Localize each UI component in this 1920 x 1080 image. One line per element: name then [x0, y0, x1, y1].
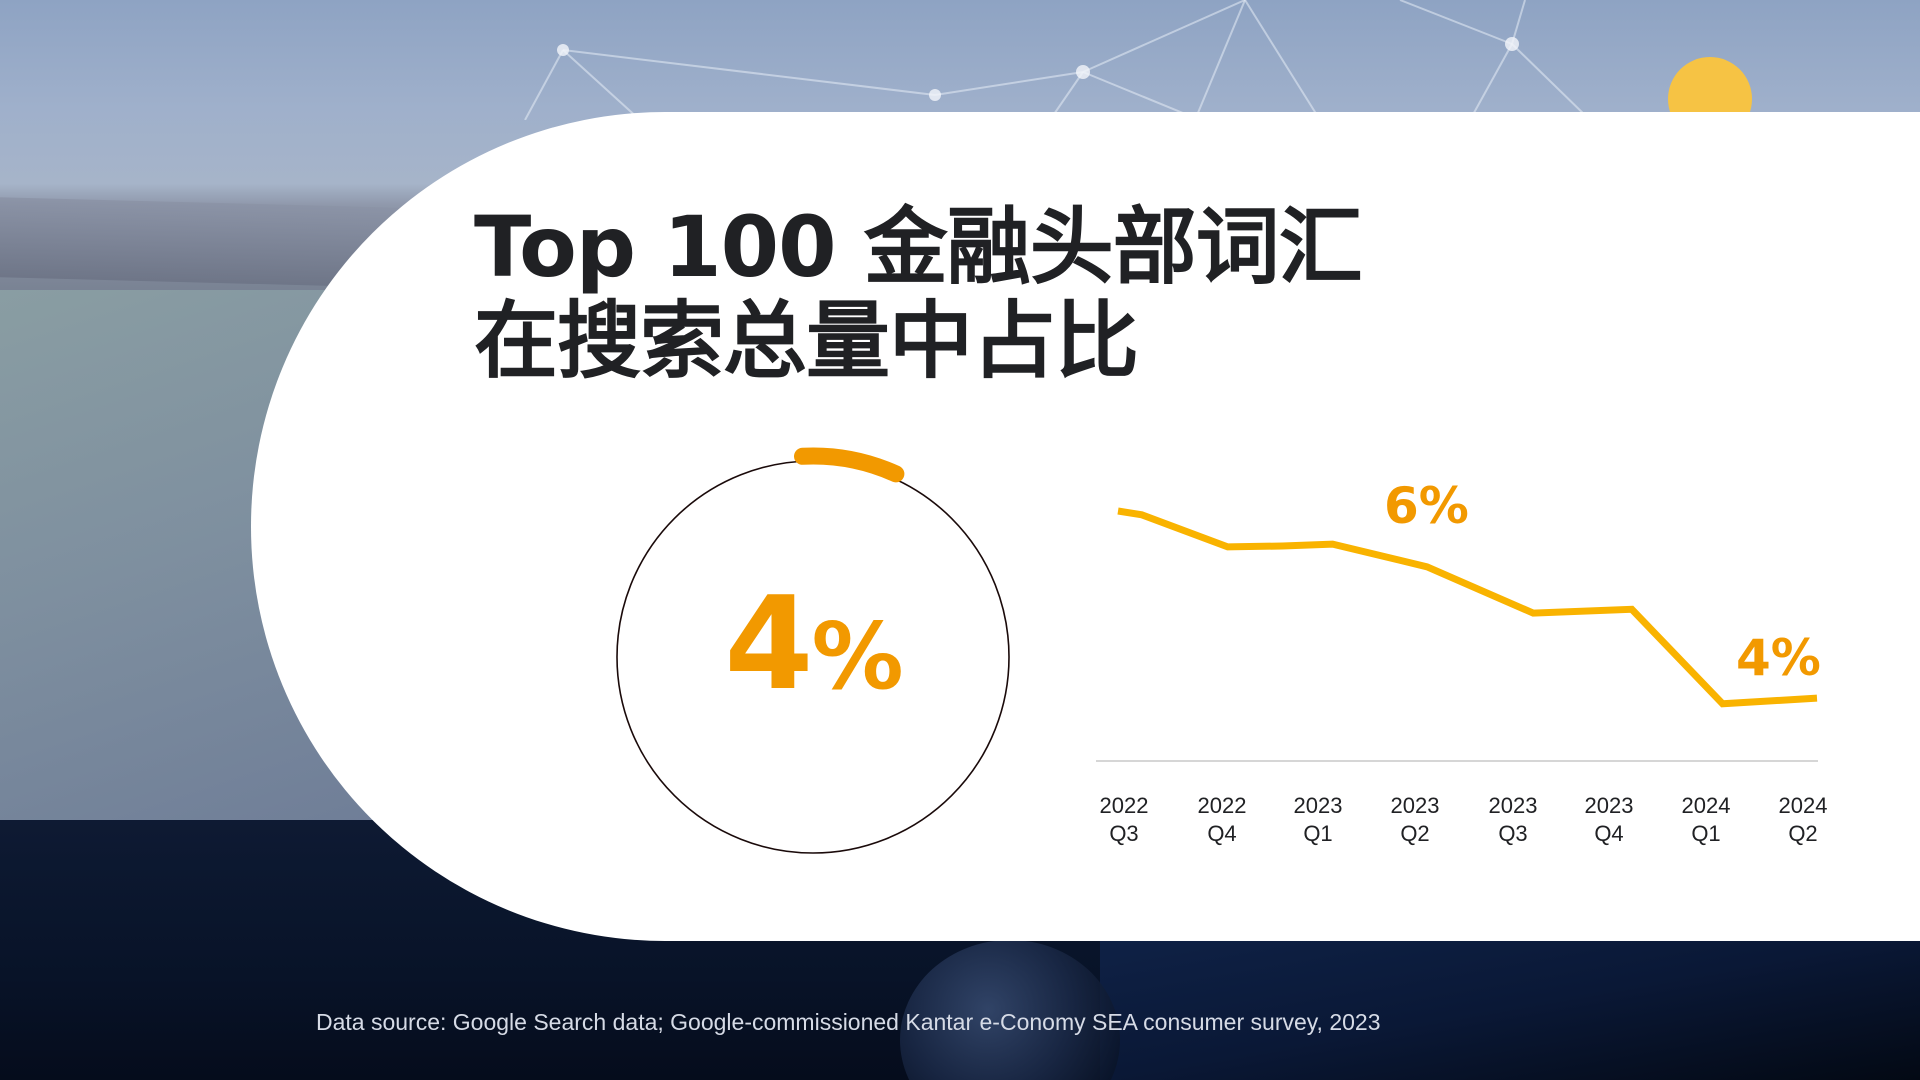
x-axis-label: 2023 Q2: [1370, 792, 1460, 848]
x-axis-labels: 2022 Q3 2022 Q4 2023 Q1 2023 Q2 2023 Q3 2023 Q4 2024…: [0, 792, 1920, 852]
line-chart: [1080, 460, 1860, 860]
ring-value-number: 4: [724, 570, 813, 719]
x-axis-label-quarter: Q4: [1594, 821, 1624, 846]
x-axis-label: 2024 Q1: [1661, 792, 1751, 848]
x-axis-label-year: 2023: [1293, 793, 1343, 818]
x-axis-label-quarter: Q4: [1207, 821, 1237, 846]
data-source-footnote: Data source: Google Search data; Google-…: [316, 1009, 1381, 1035]
x-axis-label-quarter: Q3: [1109, 821, 1139, 846]
ring-value-suffix: %: [811, 603, 903, 710]
x-axis-label-year: 2023: [1584, 793, 1634, 818]
x-axis-label-year: 2022: [1099, 793, 1149, 818]
network-lines-decoration: [524, 0, 1591, 120]
x-axis-label-quarter: Q3: [1498, 821, 1528, 846]
ring-share-arc: [794, 447, 905, 483]
x-axis-label: 2023 Q1: [1273, 792, 1363, 848]
trend-line: [1117, 507, 1818, 708]
x-axis-label-year: 2024: [1681, 793, 1731, 818]
slide-title: Top 100 金融头部词汇 在搜索总量中占比: [474, 198, 1363, 390]
x-axis-label-year: 2023: [1488, 793, 1538, 818]
x-axis-label: 2024 Q2: [1758, 792, 1848, 848]
content-panel: [251, 112, 1920, 941]
annotation-latest-value: 4%: [1736, 629, 1821, 687]
x-axis-label: 2023 Q3: [1468, 792, 1558, 848]
share-ring-chart: [616, 447, 1010, 854]
annotation-high-value: 6%: [1384, 477, 1469, 535]
background-dark-right: [1100, 930, 1920, 1080]
line-chart-plot: [1096, 507, 1818, 762]
x-axis-label: 2023 Q4: [1564, 792, 1654, 848]
x-axis-label-year: 2024: [1778, 793, 1828, 818]
x-axis-label: 2022 Q3: [1079, 792, 1169, 848]
x-axis-label-year: 2023: [1390, 793, 1440, 818]
x-axis-label-quarter: Q1: [1691, 821, 1721, 846]
x-axis-label-quarter: Q1: [1303, 821, 1333, 846]
x-axis-label-year: 2022: [1197, 793, 1247, 818]
title-line-1: Top 100 金融头部词汇: [474, 198, 1363, 296]
ring-value-label: 4%: [613, 575, 1013, 727]
title-line-2: 在搜索总量中占比: [474, 292, 1139, 390]
x-axis-label-quarter: Q2: [1788, 821, 1818, 846]
x-axis-label-quarter: Q2: [1400, 821, 1430, 846]
x-axis-label: 2022 Q4: [1177, 792, 1267, 848]
